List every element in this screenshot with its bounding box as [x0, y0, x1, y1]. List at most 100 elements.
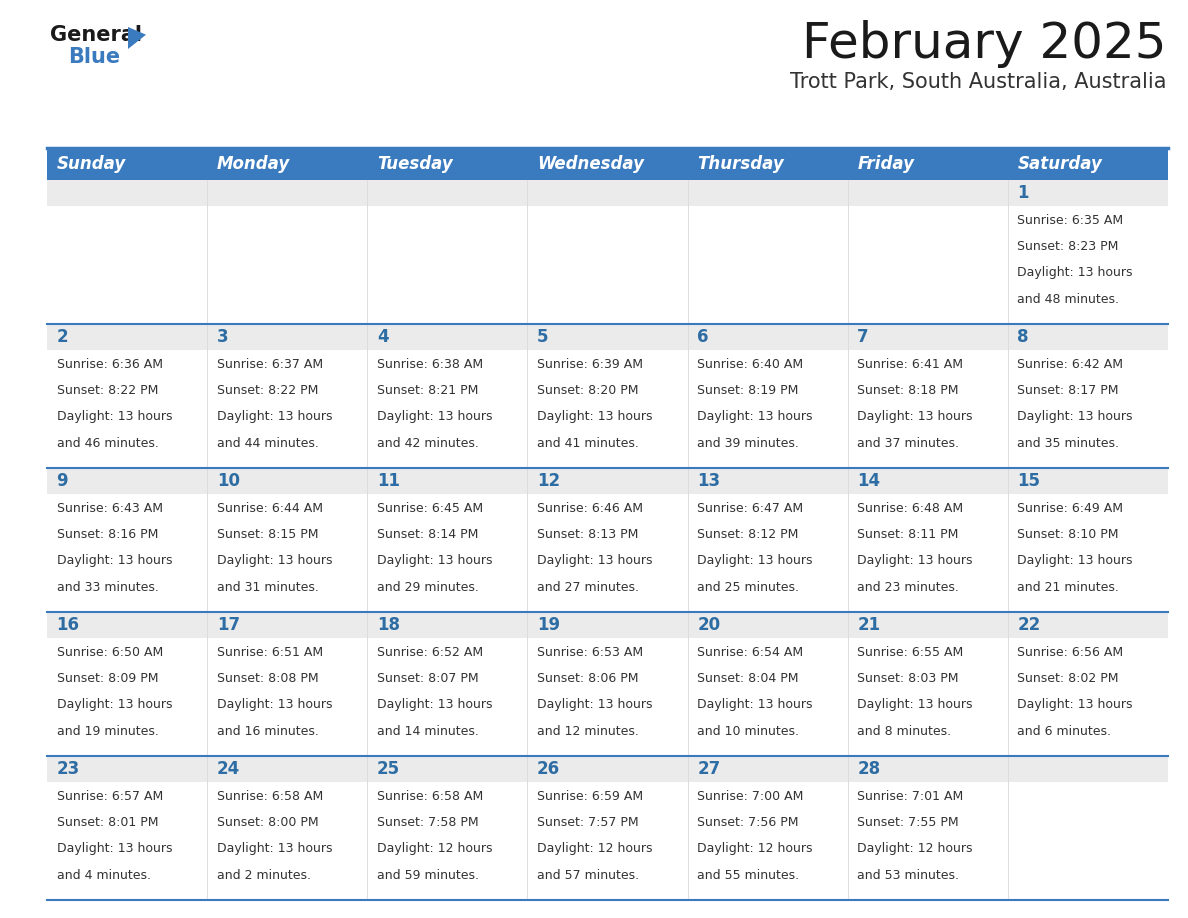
- Text: Sunrise: 6:36 AM: Sunrise: 6:36 AM: [57, 358, 163, 371]
- Text: and 10 minutes.: and 10 minutes.: [697, 724, 800, 737]
- Bar: [688, 148, 848, 180]
- Text: and 57 minutes.: and 57 minutes.: [537, 868, 639, 881]
- Bar: [367, 756, 527, 782]
- Text: and 23 minutes.: and 23 minutes.: [858, 580, 959, 594]
- Text: and 25 minutes.: and 25 minutes.: [697, 580, 800, 594]
- Text: Daylight: 13 hours: Daylight: 13 hours: [216, 699, 333, 711]
- Text: 15: 15: [1017, 472, 1041, 490]
- Text: Sunrise: 6:51 AM: Sunrise: 6:51 AM: [216, 645, 323, 659]
- Bar: [48, 638, 207, 756]
- Text: Sunrise: 6:59 AM: Sunrise: 6:59 AM: [537, 789, 643, 803]
- Text: 5: 5: [537, 328, 549, 346]
- Text: Sunrise: 6:49 AM: Sunrise: 6:49 AM: [1017, 502, 1124, 515]
- Bar: [527, 612, 688, 638]
- Text: Daylight: 13 hours: Daylight: 13 hours: [57, 410, 172, 423]
- Bar: [848, 148, 1007, 180]
- Text: and 19 minutes.: and 19 minutes.: [57, 724, 158, 737]
- Text: Monday: Monday: [216, 155, 290, 173]
- Text: Sunrise: 6:56 AM: Sunrise: 6:56 AM: [1017, 645, 1124, 659]
- Text: Sunrise: 6:45 AM: Sunrise: 6:45 AM: [377, 502, 484, 515]
- Text: Sunrise: 6:39 AM: Sunrise: 6:39 AM: [537, 358, 643, 371]
- Bar: [527, 324, 688, 350]
- Bar: [1007, 494, 1168, 612]
- Text: Sunset: 7:58 PM: Sunset: 7:58 PM: [377, 816, 479, 829]
- Bar: [848, 324, 1007, 350]
- Text: Sunset: 8:10 PM: Sunset: 8:10 PM: [1017, 528, 1119, 541]
- Text: General: General: [50, 25, 143, 45]
- Bar: [527, 180, 688, 206]
- Text: 18: 18: [377, 616, 400, 634]
- Text: Wednesday: Wednesday: [537, 155, 644, 173]
- Text: 4: 4: [377, 328, 388, 346]
- Text: Sunset: 7:57 PM: Sunset: 7:57 PM: [537, 816, 639, 829]
- Text: and 27 minutes.: and 27 minutes.: [537, 580, 639, 594]
- Text: Daylight: 12 hours: Daylight: 12 hours: [377, 843, 492, 856]
- Text: Daylight: 13 hours: Daylight: 13 hours: [1017, 410, 1133, 423]
- Text: 22: 22: [1017, 616, 1041, 634]
- Bar: [207, 638, 367, 756]
- Bar: [688, 206, 848, 324]
- Text: Daylight: 12 hours: Daylight: 12 hours: [537, 843, 652, 856]
- Bar: [527, 756, 688, 782]
- Text: Daylight: 13 hours: Daylight: 13 hours: [377, 410, 492, 423]
- Text: Daylight: 13 hours: Daylight: 13 hours: [697, 699, 813, 711]
- Text: Sunrise: 6:41 AM: Sunrise: 6:41 AM: [858, 358, 963, 371]
- Text: and 41 minutes.: and 41 minutes.: [537, 437, 639, 450]
- Bar: [367, 324, 527, 350]
- Text: 20: 20: [697, 616, 720, 634]
- Bar: [1007, 782, 1168, 900]
- Bar: [367, 638, 527, 756]
- Text: Sunset: 8:15 PM: Sunset: 8:15 PM: [216, 528, 318, 541]
- Bar: [367, 206, 527, 324]
- Text: and 29 minutes.: and 29 minutes.: [377, 580, 479, 594]
- Bar: [367, 782, 527, 900]
- Text: Thursday: Thursday: [697, 155, 784, 173]
- Text: 7: 7: [858, 328, 868, 346]
- Text: and 55 minutes.: and 55 minutes.: [697, 868, 800, 881]
- Text: Daylight: 13 hours: Daylight: 13 hours: [858, 699, 973, 711]
- Bar: [367, 494, 527, 612]
- Bar: [48, 206, 207, 324]
- Text: Daylight: 13 hours: Daylight: 13 hours: [1017, 554, 1133, 567]
- Bar: [688, 324, 848, 350]
- Text: Daylight: 13 hours: Daylight: 13 hours: [216, 410, 333, 423]
- Bar: [207, 756, 367, 782]
- Bar: [48, 180, 207, 206]
- Text: and 12 minutes.: and 12 minutes.: [537, 724, 639, 737]
- Text: Sunset: 8:19 PM: Sunset: 8:19 PM: [697, 384, 798, 397]
- Text: 17: 17: [216, 616, 240, 634]
- Bar: [367, 350, 527, 468]
- Bar: [688, 494, 848, 612]
- Bar: [688, 756, 848, 782]
- Bar: [367, 148, 527, 180]
- Bar: [848, 638, 1007, 756]
- Text: Sunrise: 6:57 AM: Sunrise: 6:57 AM: [57, 789, 163, 803]
- Text: Daylight: 13 hours: Daylight: 13 hours: [1017, 266, 1133, 279]
- Bar: [688, 180, 848, 206]
- Text: Sunrise: 6:46 AM: Sunrise: 6:46 AM: [537, 502, 643, 515]
- Text: 24: 24: [216, 760, 240, 778]
- Bar: [48, 350, 207, 468]
- Text: 6: 6: [697, 328, 709, 346]
- Text: and 35 minutes.: and 35 minutes.: [1017, 437, 1119, 450]
- Text: and 33 minutes.: and 33 minutes.: [57, 580, 158, 594]
- Text: 12: 12: [537, 472, 561, 490]
- Text: Sunrise: 6:54 AM: Sunrise: 6:54 AM: [697, 645, 803, 659]
- Text: Sunset: 8:22 PM: Sunset: 8:22 PM: [216, 384, 318, 397]
- Text: Sunrise: 6:58 AM: Sunrise: 6:58 AM: [377, 789, 484, 803]
- Text: Saturday: Saturday: [1017, 155, 1102, 173]
- Bar: [207, 468, 367, 494]
- Bar: [848, 350, 1007, 468]
- Text: Daylight: 12 hours: Daylight: 12 hours: [697, 843, 813, 856]
- Text: Sunset: 8:01 PM: Sunset: 8:01 PM: [57, 816, 158, 829]
- Bar: [848, 494, 1007, 612]
- Text: and 21 minutes.: and 21 minutes.: [1017, 580, 1119, 594]
- Text: 25: 25: [377, 760, 400, 778]
- Text: Trott Park, South Australia, Australia: Trott Park, South Australia, Australia: [790, 72, 1165, 92]
- Text: Sunrise: 6:35 AM: Sunrise: 6:35 AM: [1017, 214, 1124, 227]
- Bar: [527, 468, 688, 494]
- Bar: [1007, 638, 1168, 756]
- Text: 23: 23: [57, 760, 80, 778]
- Bar: [688, 638, 848, 756]
- Bar: [207, 350, 367, 468]
